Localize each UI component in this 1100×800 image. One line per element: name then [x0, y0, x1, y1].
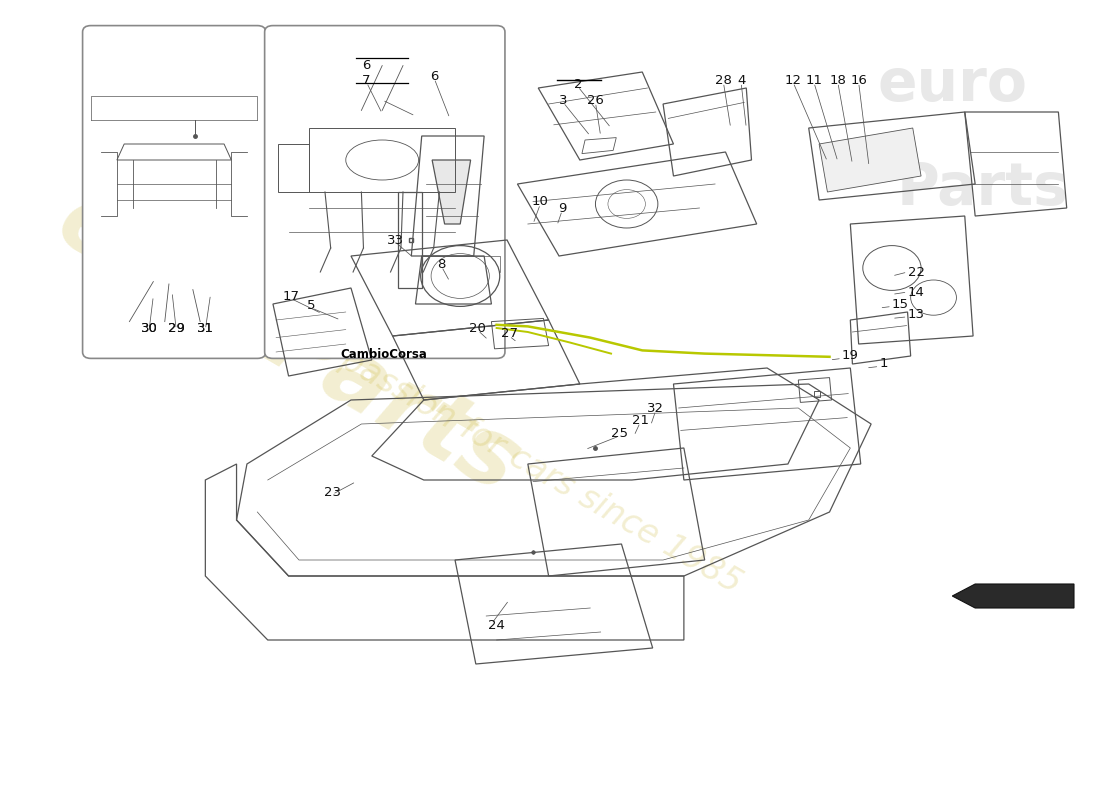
- FancyBboxPatch shape: [82, 26, 266, 358]
- Text: 22: 22: [908, 266, 924, 278]
- Text: 19: 19: [842, 350, 859, 362]
- Text: 11: 11: [805, 74, 823, 86]
- Text: 30: 30: [141, 322, 157, 334]
- Text: 18: 18: [829, 74, 846, 86]
- Text: 29: 29: [168, 322, 185, 334]
- Text: 6: 6: [362, 59, 371, 72]
- Text: 5: 5: [307, 299, 316, 312]
- Text: 3: 3: [559, 94, 568, 106]
- Text: 9: 9: [558, 202, 566, 214]
- Text: 4: 4: [737, 74, 746, 86]
- Text: 7: 7: [362, 74, 371, 86]
- Text: 29: 29: [168, 322, 185, 334]
- Text: 24: 24: [488, 619, 505, 632]
- Text: 21: 21: [631, 414, 649, 426]
- Text: 14: 14: [908, 286, 924, 298]
- Text: 10: 10: [532, 195, 549, 208]
- Text: a passion for cars since 1985: a passion for cars since 1985: [308, 328, 748, 600]
- Polygon shape: [432, 160, 471, 224]
- Text: euro: euro: [877, 56, 1027, 113]
- FancyBboxPatch shape: [265, 26, 505, 358]
- Text: 26: 26: [587, 94, 604, 106]
- Text: 16: 16: [850, 74, 867, 86]
- Polygon shape: [953, 584, 1074, 608]
- Text: 25: 25: [610, 427, 628, 440]
- Text: 20: 20: [470, 322, 486, 334]
- Text: euroParts: euroParts: [42, 174, 536, 514]
- Text: 27: 27: [500, 327, 518, 340]
- Text: CambioCorsa: CambioCorsa: [341, 348, 428, 361]
- Text: 8: 8: [438, 258, 446, 270]
- Text: 6: 6: [430, 70, 439, 82]
- Text: 23: 23: [323, 486, 341, 498]
- Text: 31: 31: [197, 322, 213, 334]
- Text: 1: 1: [880, 358, 888, 370]
- Text: 32: 32: [647, 402, 664, 414]
- Text: 2: 2: [573, 78, 582, 90]
- Text: 28: 28: [715, 74, 732, 86]
- Text: 17: 17: [282, 290, 299, 302]
- Polygon shape: [820, 128, 921, 192]
- Text: 13: 13: [908, 308, 924, 321]
- Text: Parts: Parts: [896, 160, 1069, 217]
- Text: 31: 31: [197, 322, 213, 334]
- Text: 12: 12: [784, 74, 802, 86]
- Text: 15: 15: [892, 298, 909, 310]
- Text: 33: 33: [387, 234, 404, 246]
- Text: 30: 30: [141, 322, 157, 334]
